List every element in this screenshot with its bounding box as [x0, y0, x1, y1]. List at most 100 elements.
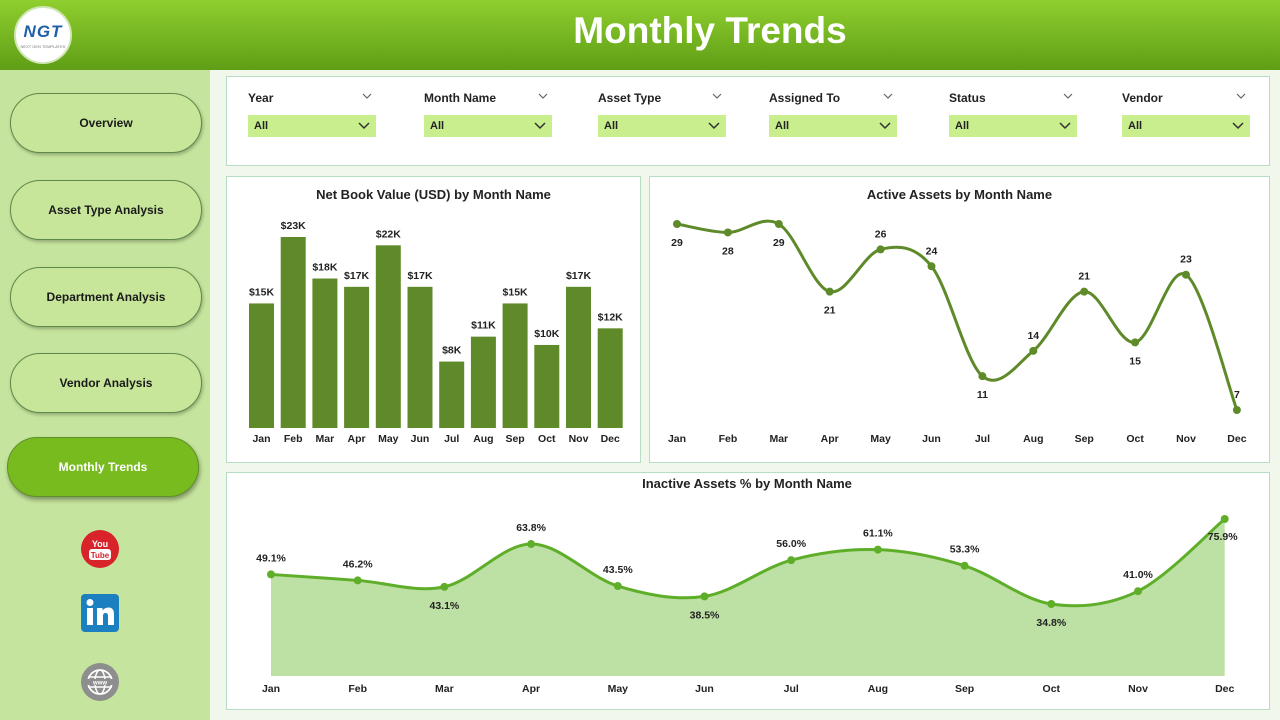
filter-month-name: Month Name All: [424, 91, 552, 137]
x-tick-label: Dec: [1215, 683, 1234, 695]
net-book-value-chart-panel: Net Book Value (USD) by Month Name $15K J…: [226, 176, 641, 463]
active-assets-chart-panel: Active Assets by Month Name 29 Jan 28 Feb 29…: [649, 176, 1270, 463]
chevron-down-icon[interactable]: [362, 92, 372, 100]
nav-vendor-analysis-button[interactable]: Vendor Analysis: [10, 353, 202, 413]
line-data-label: 29: [773, 237, 785, 249]
x-tick-label: Aug: [473, 433, 493, 445]
nav-asset-type-analysis-button[interactable]: Asset Type Analysis: [10, 180, 202, 240]
line-point-oct: [1131, 338, 1140, 347]
inactive-assets-chart-title: Inactive Assets % by Month Name: [642, 476, 852, 491]
bar-dec: [597, 328, 623, 428]
youtube-icon[interactable]: You Tube: [80, 529, 120, 569]
line-data-label: 26: [875, 228, 887, 240]
x-tick-label: Sep: [1075, 433, 1094, 445]
line-data-label: 11: [977, 389, 988, 401]
svg-text:Tube: Tube: [91, 551, 110, 560]
x-tick-label: Jan: [668, 433, 686, 445]
bar-oct: [534, 344, 560, 428]
nav-department-analysis-button[interactable]: Department Analysis: [10, 267, 202, 327]
line-data-label: 21: [1078, 271, 1090, 283]
x-tick-label: Jun: [922, 433, 941, 445]
filter-vendor-value: All: [1128, 120, 1143, 132]
bar-data-label: $11K: [471, 320, 496, 332]
x-tick-label: Aug: [1023, 433, 1043, 445]
inactive-assets-chart-panel: Inactive Assets % by Month Name 49.1% Jan…: [226, 472, 1270, 710]
chevron-down-icon[interactable]: [712, 92, 722, 100]
filter-month-name-value: All: [430, 120, 445, 132]
line-point-dec: [1232, 406, 1241, 414]
sidebar: Overview Asset Type Analysis Department …: [0, 70, 210, 720]
header-bar: NGT NEXT GEN TEMPLATES Monthly Trends: [0, 0, 1280, 70]
bar-sep: [502, 303, 528, 428]
area-data-label: 34.8%: [1036, 617, 1066, 629]
filter-asset-type-dropdown[interactable]: All: [598, 115, 726, 137]
inactive-assets-line: [270, 517, 1226, 608]
bar-data-label: $18K: [312, 262, 338, 274]
x-tick-label: Feb: [719, 433, 738, 445]
website-globe-icon[interactable]: www: [80, 662, 120, 702]
nav-overview-button[interactable]: Overview: [10, 93, 202, 153]
net-book-value-chart-title: Net Book Value (USD) by Month Name: [316, 187, 551, 202]
bar-data-label: $17K: [407, 270, 433, 282]
x-tick-label: Feb: [348, 683, 367, 695]
area-data-label: 63.8%: [516, 522, 546, 534]
filter-vendor-dropdown[interactable]: All: [1122, 115, 1250, 137]
active-assets-line: [676, 219, 1239, 411]
filter-month-name-dropdown[interactable]: All: [424, 115, 552, 137]
x-tick-label: Mar: [769, 433, 788, 445]
x-tick-label: Oct: [1043, 683, 1061, 695]
area-data-label: 53.3%: [950, 544, 980, 556]
linkedin-icon[interactable]: [80, 593, 120, 633]
x-tick-label: May: [378, 433, 399, 445]
page-title: Monthly Trends: [573, 10, 847, 51]
bar-data-label: $17K: [344, 270, 370, 282]
chevron-down-icon[interactable]: [1063, 92, 1073, 100]
line-point-aug: [1029, 346, 1038, 355]
filter-year-dropdown[interactable]: All: [248, 115, 376, 137]
net-book-value-bar-chart: $15K Jan $23K Feb $18K Mar $17K Apr $22K May $17K J…: [249, 220, 624, 445]
x-tick-label: May: [870, 433, 891, 445]
x-tick-label: Mar: [435, 683, 454, 695]
filter-status: Status All: [949, 91, 1077, 137]
x-tick-label: Apr: [821, 433, 839, 445]
area-point-apr: [527, 540, 536, 549]
area-data-label: 75.9%: [1208, 531, 1238, 543]
filter-status-value: All: [955, 120, 970, 132]
area-data-label: 49.1%: [256, 552, 286, 564]
chevron-down-icon[interactable]: [538, 92, 548, 100]
x-tick-label: Sep: [505, 433, 524, 445]
x-tick-label: Jul: [975, 433, 990, 445]
x-tick-label: Apr: [348, 433, 366, 445]
x-tick-label: Nov: [1128, 683, 1148, 695]
bar-data-label: $12K: [598, 311, 624, 323]
line-point-jan: [673, 220, 681, 228]
filter-assigned-to-label: Assigned To: [769, 91, 841, 105]
area-data-label: 43.1%: [430, 600, 460, 612]
area-data-label: 46.2%: [343, 558, 373, 570]
filter-vendor: Vendor All: [1122, 91, 1250, 137]
area-point-jan: [267, 570, 275, 579]
x-tick-label: Sep: [955, 683, 974, 695]
line-data-label: 7: [1234, 389, 1240, 401]
line-data-label: 29: [671, 237, 683, 249]
area-point-jun: [700, 592, 709, 601]
filter-assigned-to: Assigned To All: [769, 91, 897, 137]
area-point-jul: [787, 556, 796, 565]
chevron-down-icon: [879, 122, 891, 130]
chevron-down-icon[interactable]: [1236, 92, 1246, 100]
bar-jan: [249, 303, 274, 428]
nav-monthly-trends-button[interactable]: Monthly Trends: [7, 437, 199, 497]
area-point-mar: [440, 582, 449, 591]
filter-year-value: All: [254, 120, 269, 132]
x-tick-label: Nov: [1176, 433, 1196, 445]
chevron-down-icon[interactable]: [883, 92, 893, 100]
chevron-down-icon: [534, 122, 546, 130]
chevron-down-icon: [708, 122, 720, 130]
bar-data-label: $10K: [534, 328, 560, 340]
chevron-down-icon: [358, 122, 370, 130]
line-point-apr: [825, 287, 834, 296]
x-tick-label: Apr: [522, 683, 540, 695]
filter-assigned-to-dropdown[interactable]: All: [769, 115, 897, 137]
filter-status-dropdown[interactable]: All: [949, 115, 1077, 137]
x-tick-label: Oct: [538, 433, 556, 445]
